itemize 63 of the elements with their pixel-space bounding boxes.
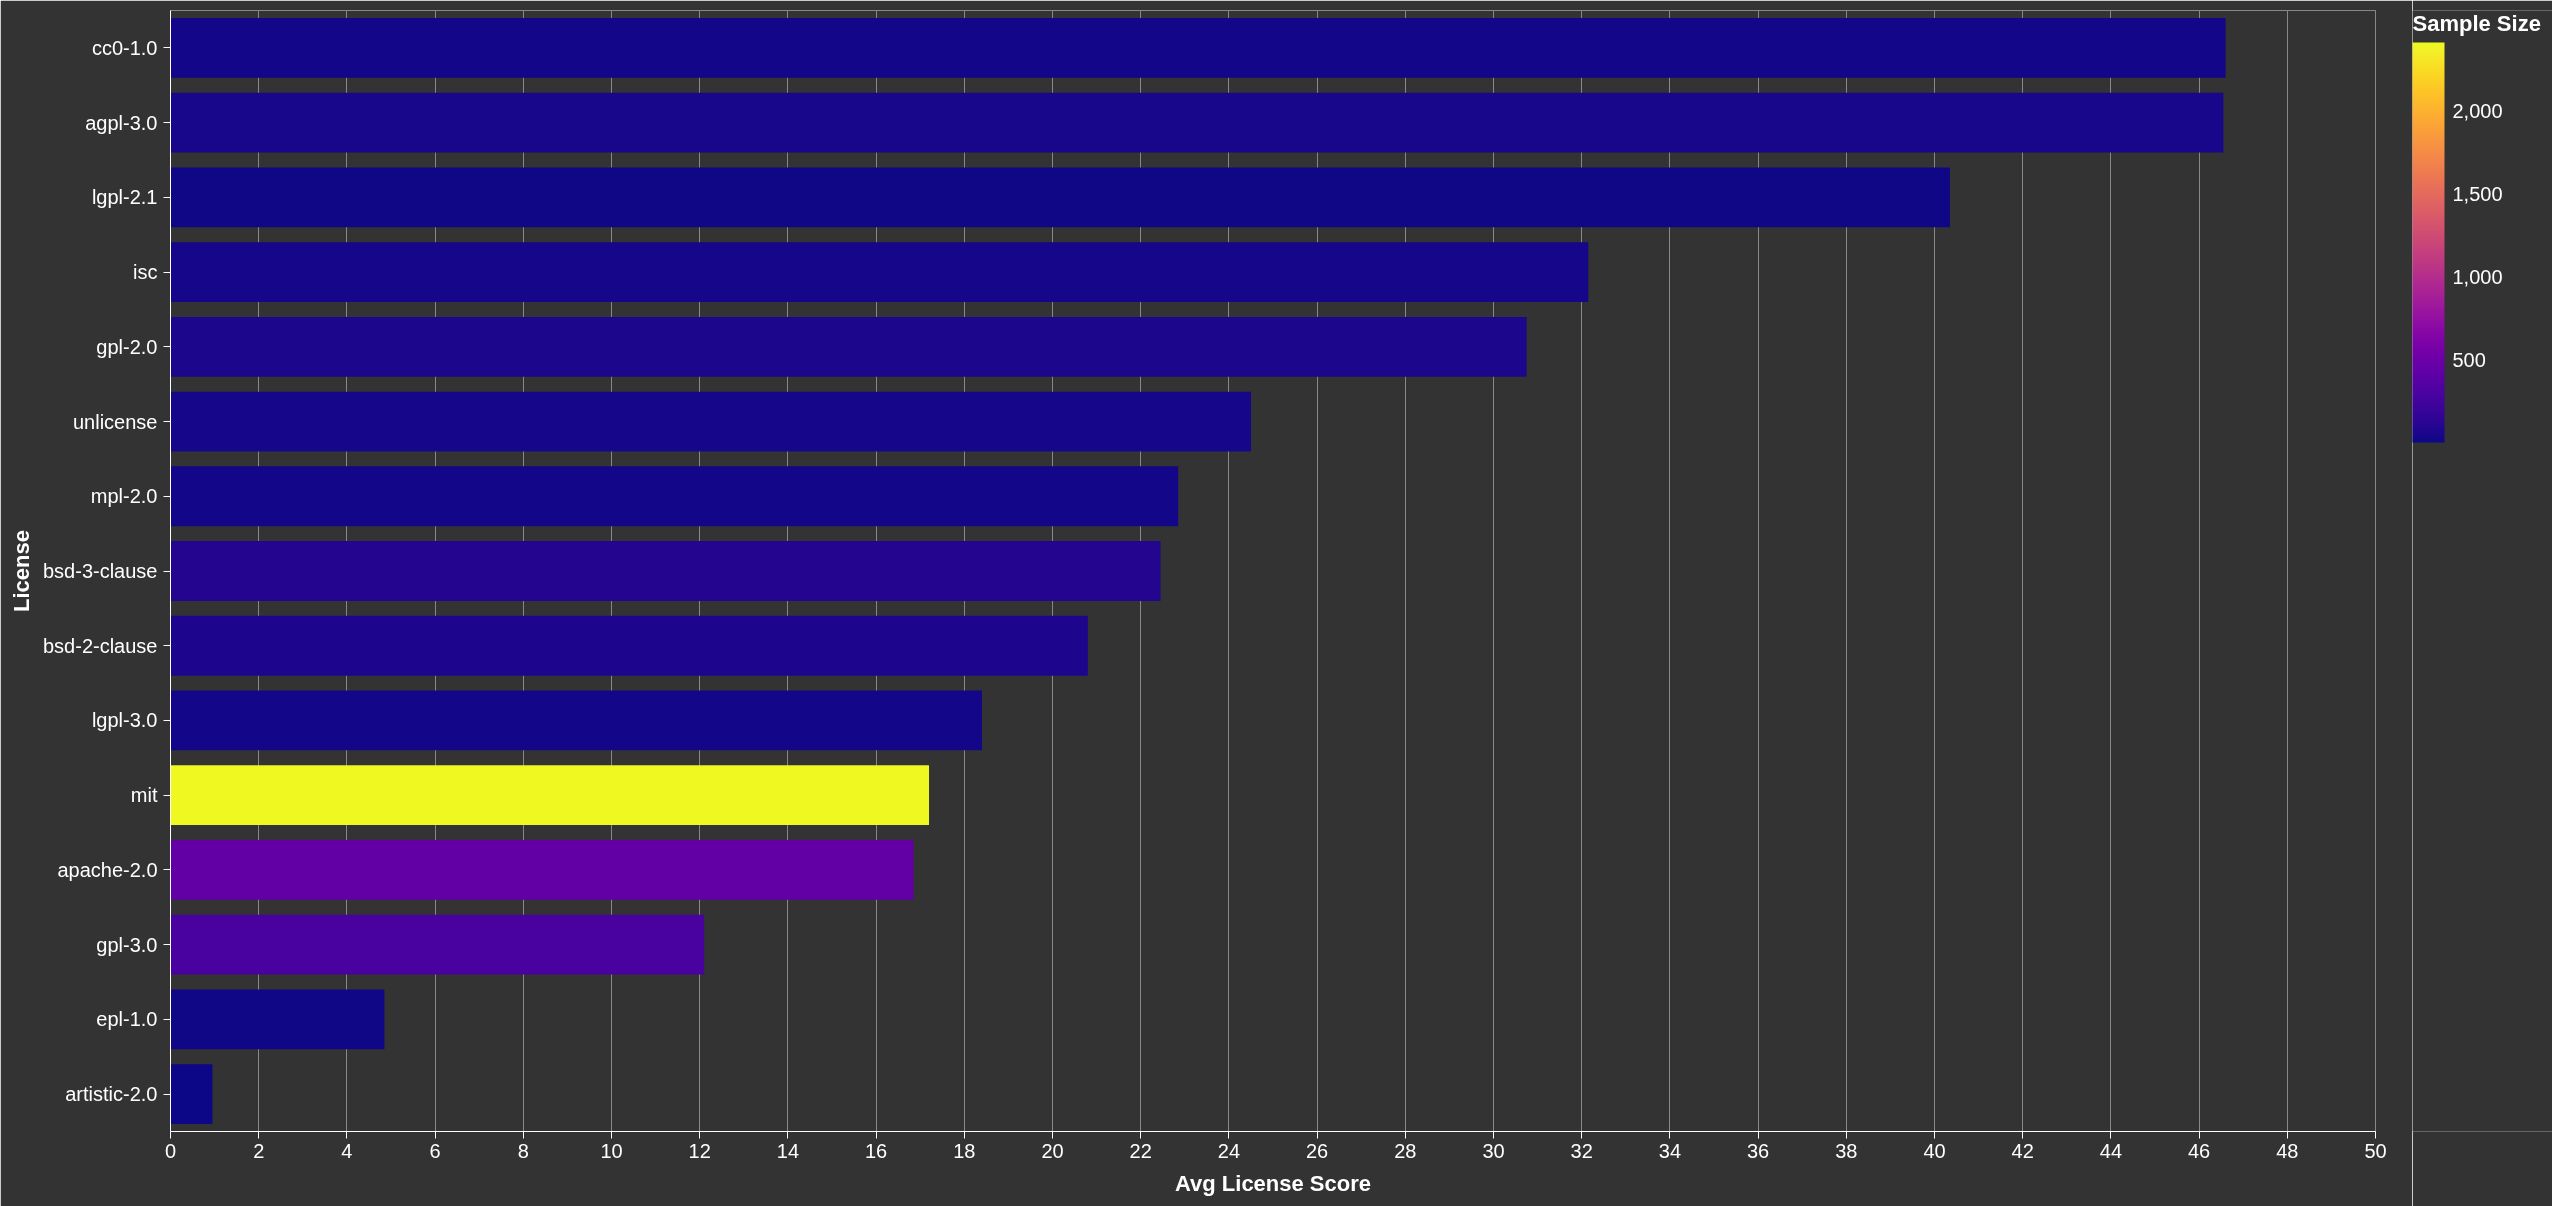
x-tick-label: 34 <box>1658 1139 1682 1162</box>
y-tick-label: bsd-2-clause <box>43 634 158 657</box>
color-bar-label: 2,000 <box>2452 99 2503 122</box>
bar <box>170 840 914 900</box>
x-tick-label: 50 <box>2364 1139 2387 1162</box>
bar <box>170 541 1161 601</box>
x-axis-title: Avg License Score <box>1174 1170 1372 1196</box>
bar <box>170 17 2226 78</box>
x-tick-label: 0 <box>164 1139 177 1162</box>
x-tick-label: 24 <box>1217 1139 1241 1162</box>
bar <box>170 765 930 826</box>
y-tick-label: epl-1.0 <box>96 1008 158 1031</box>
bar <box>170 690 982 751</box>
y-tick-label: agpl-3.0 <box>85 111 158 134</box>
x-tick-label: 48 <box>2276 1139 2299 1162</box>
bar <box>170 615 1088 676</box>
y-tick-label: gpl-3.0 <box>96 933 158 956</box>
bar <box>170 316 1527 377</box>
y-tick-label: lgpl-3.0 <box>91 709 158 732</box>
x-tick-label: 36 <box>1746 1139 1770 1162</box>
bar <box>170 92 2224 153</box>
y-tick-label: cc0-1.0 <box>91 36 158 59</box>
x-tick-label: 2 <box>253 1139 265 1162</box>
x-tick-label: 4 <box>341 1139 353 1162</box>
x-tick-label: 16 <box>864 1139 888 1162</box>
x-tick-label: 18 <box>953 1139 976 1162</box>
x-tick-label: 8 <box>517 1139 529 1162</box>
x-tick-label: 42 <box>2011 1139 2034 1162</box>
y-tick-label: gpl-2.0 <box>96 335 158 358</box>
y-tick-label: apache-2.0 <box>57 858 158 881</box>
y-tick-label: unlicense <box>73 410 158 433</box>
x-tick-label: 38 <box>1835 1139 1858 1162</box>
y-tick-label: mit <box>130 784 158 807</box>
y-tick-label: bsd-3-clause <box>43 560 158 582</box>
x-tick-label: 20 <box>1041 1139 1064 1162</box>
x-tick-label: 32 <box>1570 1139 1593 1162</box>
bar <box>170 914 705 975</box>
y-tick-label: mpl-2.0 <box>90 485 158 508</box>
x-tick-label: 12 <box>688 1139 711 1162</box>
x-tick-label: 30 <box>1482 1139 1505 1162</box>
x-tick-label: 22 <box>1129 1139 1152 1162</box>
y-tick-label: artistic-2.0 <box>65 1083 158 1106</box>
x-tick-label: 10 <box>600 1139 623 1162</box>
color-bar-label: 500 <box>2452 348 2486 371</box>
x-tick-label: 14 <box>776 1139 800 1162</box>
color-bar-title: Sample Size <box>2412 10 2541 36</box>
color-bar-label: 1,000 <box>2452 265 2503 288</box>
x-tick-label: 40 <box>1923 1139 1946 1162</box>
x-tick-label: 26 <box>1305 1139 1329 1162</box>
x-tick-label: 6 <box>429 1139 441 1162</box>
bar <box>170 242 1589 302</box>
bar <box>170 1064 213 1125</box>
y-tick-label: isc <box>133 261 158 284</box>
x-tick-label: 44 <box>2099 1139 2123 1162</box>
bar <box>170 391 1251 452</box>
y-axis-title: License <box>9 530 34 612</box>
bar <box>170 466 1179 527</box>
bar <box>170 167 1950 228</box>
color-bar-label: 1,500 <box>2452 182 2503 205</box>
bar <box>170 989 385 1050</box>
y-tick-label: lgpl-2.1 <box>91 186 158 209</box>
x-tick-label: 28 <box>1394 1139 1417 1162</box>
x-tick-label: 46 <box>2187 1139 2211 1162</box>
